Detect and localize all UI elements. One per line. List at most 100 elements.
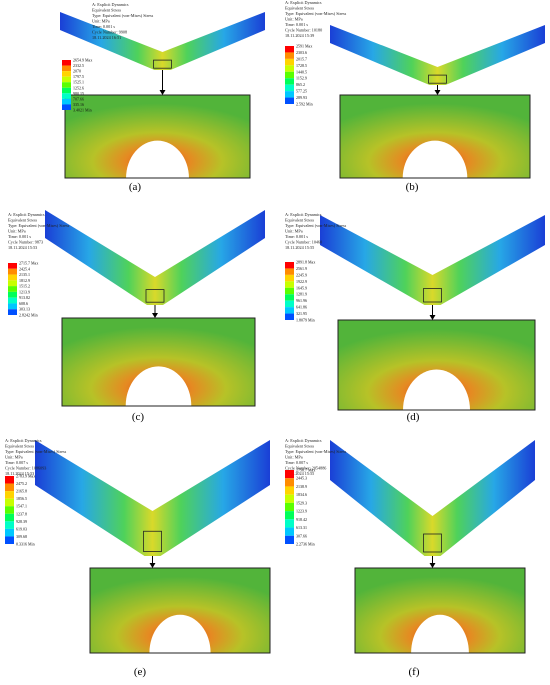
legend-color: [285, 470, 294, 479]
legend-label: 1812.9: [19, 278, 30, 283]
legend-label: 2654.9 Max: [73, 58, 92, 63]
header-line: Time: 0.001 s: [92, 24, 115, 29]
legend-label: 309.68: [16, 534, 27, 539]
header-line: A: Explicit Dynamics: [285, 212, 322, 217]
arrow-head: [159, 90, 166, 95]
legend-color: [285, 65, 294, 72]
legend-label: 2015.7: [296, 56, 307, 61]
legend-color: [5, 476, 14, 484]
header-line: Equivalent Stress: [8, 218, 38, 223]
header-line: Unit: MPa: [5, 455, 23, 460]
legend-color: [5, 521, 14, 529]
legend-color: [285, 262, 294, 269]
legend-label: 1525.1: [73, 80, 84, 85]
legend-color: [285, 486, 294, 495]
legend-color: [8, 280, 17, 287]
legend-color: [62, 71, 71, 77]
legend-label: 2715.7 Max: [19, 261, 38, 266]
header-line: Equivalent Stress: [285, 218, 315, 223]
legend-color: [5, 491, 14, 499]
legend-color: [285, 52, 294, 59]
header-line: Type: Equivalent (von-Mises) Stress: [285, 449, 347, 454]
zoom-border: [89, 567, 271, 654]
legend-color: [8, 297, 17, 304]
legend-label: 2425.4: [19, 266, 30, 271]
header-line: Cycle Number: 10180: [285, 28, 322, 33]
header-line: Equivalent Stress: [285, 444, 315, 449]
legend-color: [62, 76, 71, 83]
legend-label: 1529.3: [296, 500, 307, 505]
legend-color: [62, 104, 71, 110]
legend-label: 1856.5: [16, 496, 27, 501]
legend-label: 918.42: [296, 517, 307, 522]
legend-color: [62, 98, 71, 105]
header-line: Unit: MPa: [285, 229, 303, 234]
legend-color: [8, 291, 17, 298]
zoom-border: [339, 94, 531, 179]
legend-label: 0.3316 Min: [16, 542, 35, 547]
legend-label: 2750.7 Max: [296, 468, 315, 473]
header-line: Unit: MPa: [92, 19, 110, 24]
detail-box: [423, 288, 442, 303]
legend-color: [62, 87, 71, 94]
die: [149, 614, 211, 685]
detail-box: [143, 530, 162, 552]
legend-color: [285, 294, 294, 301]
legend-label: 707.66: [73, 96, 84, 101]
legend-label: 2332.5: [73, 63, 84, 68]
header-line: Cycle Number: 9873: [8, 240, 43, 245]
legend-label: 865.2: [296, 82, 305, 87]
legend-color: [285, 274, 294, 282]
zoom-border: [354, 567, 526, 654]
legend-label: 1440.5: [296, 69, 307, 74]
specimen: [330, 25, 545, 85]
legend-label: 289.93: [296, 95, 307, 100]
legend-label: 1252.6: [73, 85, 84, 90]
panel-label: (e): [134, 666, 147, 678]
header-line: Time: 0.007 s: [5, 460, 28, 465]
header-line: A: Explicit Dynamics: [5, 438, 42, 443]
zoom-border: [337, 319, 536, 411]
legend-color: [285, 519, 294, 528]
legend-label: 1797.5: [73, 74, 84, 79]
panel-label: (d): [407, 411, 420, 423]
legend-color: [5, 513, 14, 522]
legend-label: 980.15: [73, 91, 84, 96]
header-line: Cycle Number: 2054886: [285, 466, 326, 471]
legend-color: [285, 502, 294, 512]
header-line: A: Explicit Dynamics: [285, 438, 322, 443]
legend-label: 1515.2: [19, 284, 30, 289]
legend-label: 913.82: [19, 295, 30, 300]
header-line: 18.11.2024 15:53: [5, 471, 34, 476]
header-line: 18.11.2024 15:55: [285, 471, 314, 476]
legend-color: [285, 84, 294, 92]
header-line: A: Explicit Dynamics: [8, 212, 45, 217]
legend-color: [285, 46, 294, 53]
legend-color: [8, 274, 17, 281]
legend-color: [5, 528, 14, 537]
legend-color: [285, 91, 294, 98]
header-line: A: Explicit Dynamics: [92, 2, 129, 7]
legend-color: [8, 303, 17, 310]
legend-label: 321.95: [296, 311, 307, 316]
legend-label: 1645.9: [296, 285, 307, 290]
header-line: Equivalent Stress: [5, 444, 35, 449]
legend-color: [285, 287, 294, 295]
legend-label: 619.03: [16, 526, 27, 531]
panel-label: (a): [129, 181, 142, 193]
legend-color: [5, 536, 14, 544]
header-line: 18.11.2024 15:53: [8, 245, 37, 250]
header-line: Time: 0.001 s: [285, 234, 308, 239]
legend-color: [8, 263, 17, 269]
legend-label: 1281.9: [296, 292, 307, 297]
legend-color: [285, 300, 294, 308]
legend-label: 613.31: [296, 525, 307, 530]
legend-color: [285, 535, 294, 544]
legend-label: 1213.9: [19, 289, 30, 294]
specimen: [60, 12, 265, 70]
legend-label: 2245.9: [296, 272, 307, 277]
